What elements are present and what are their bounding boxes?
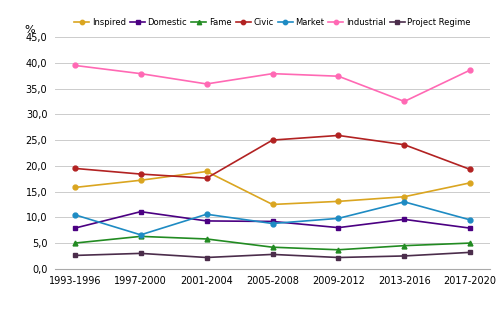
Civic — [270, 138, 276, 142]
Inspired — [270, 203, 276, 206]
Domestic — [138, 210, 143, 214]
Line: Market: Market — [72, 199, 472, 237]
Domestic — [336, 226, 342, 230]
Industrial — [204, 82, 210, 86]
Fame — [138, 235, 143, 238]
Fame — [336, 248, 342, 252]
Line: Industrial: Industrial — [72, 63, 472, 104]
Industrial — [138, 72, 143, 75]
Inspired — [336, 200, 342, 203]
Market — [336, 217, 342, 220]
Project Regime — [336, 256, 342, 259]
Civic — [402, 143, 407, 146]
Market — [138, 233, 143, 237]
Civic — [72, 167, 78, 170]
Legend: Inspired, Domestic, Fame, Civic, Market, Industrial, Project Regime: Inspired, Domestic, Fame, Civic, Market,… — [71, 15, 474, 31]
Line: Project Regime: Project Regime — [72, 250, 472, 260]
Market — [467, 218, 473, 222]
Industrial — [402, 99, 407, 103]
Domestic — [204, 219, 210, 223]
Market — [402, 200, 407, 204]
Domestic — [467, 226, 473, 230]
Inspired — [138, 178, 143, 182]
Market — [204, 212, 210, 216]
Text: %: % — [24, 25, 35, 35]
Inspired — [467, 181, 473, 185]
Industrial — [467, 68, 473, 72]
Line: Inspired: Inspired — [72, 169, 472, 207]
Market — [72, 213, 78, 217]
Project Regime — [402, 254, 407, 258]
Fame — [402, 244, 407, 248]
Line: Fame: Fame — [72, 234, 472, 252]
Inspired — [402, 195, 407, 199]
Civic — [336, 133, 342, 137]
Project Regime — [138, 252, 143, 255]
Inspired — [204, 170, 210, 173]
Industrial — [270, 72, 276, 75]
Project Regime — [204, 256, 210, 259]
Line: Domestic: Domestic — [72, 209, 472, 231]
Domestic — [402, 218, 407, 221]
Civic — [204, 176, 210, 180]
Civic — [138, 172, 143, 176]
Line: Civic: Civic — [72, 133, 472, 181]
Fame — [204, 237, 210, 241]
Civic — [467, 167, 473, 171]
Fame — [270, 245, 276, 249]
Market — [270, 222, 276, 225]
Domestic — [72, 226, 78, 230]
Domestic — [270, 220, 276, 223]
Inspired — [72, 186, 78, 189]
Industrial — [72, 64, 78, 67]
Project Regime — [467, 251, 473, 254]
Fame — [467, 241, 473, 245]
Fame — [72, 241, 78, 245]
Project Regime — [270, 252, 276, 256]
Industrial — [336, 74, 342, 78]
Project Regime — [72, 254, 78, 257]
